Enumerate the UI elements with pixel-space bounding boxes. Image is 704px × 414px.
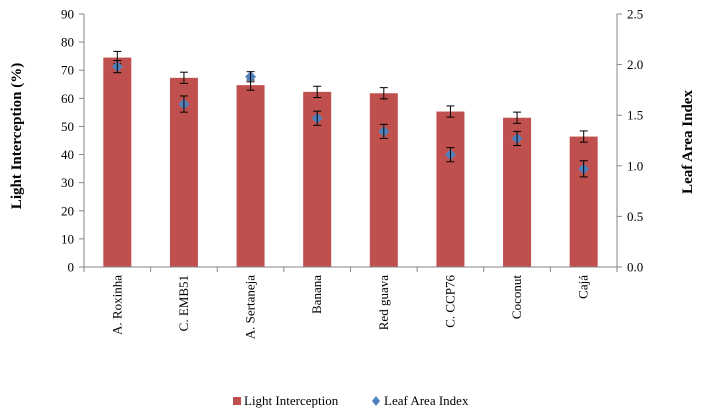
bar [369, 93, 398, 267]
axes [83, 14, 618, 268]
x-category-label: C. CCP76 [442, 275, 457, 328]
right-tick-label: 0.0 [627, 260, 643, 275]
y-axis-title-right: Leaf Area Index [680, 90, 696, 194]
left-tick-label: 10 [61, 231, 74, 246]
left-tick-label: 60 [61, 91, 74, 106]
x-category-label: Banana [309, 275, 324, 314]
left-tick-label: 80 [61, 35, 74, 50]
right-tick-label: 1.5 [627, 108, 643, 123]
left-tick-label: 30 [61, 175, 74, 190]
x-axis-category-labels: A. Roxinha C. EMB51 A. Sertaneja Banana Red … [83, 267, 618, 339]
y-axis-title-left: Light Interception (%) [9, 63, 25, 209]
x-category-label: Red guava [376, 275, 391, 330]
right-tick-label: 1.0 [627, 158, 643, 173]
legend: Light Interception Leaf Area Index [233, 393, 469, 408]
bar [103, 57, 132, 268]
right-tick-label: 2.5 [627, 7, 643, 22]
x-category-label: C. EMB51 [176, 275, 191, 331]
legend-marker-leaf-area-index [372, 396, 380, 406]
left-tick-label: 20 [61, 203, 74, 218]
x-category-label: A. Sertaneja [243, 275, 258, 339]
left-tick-label: 40 [61, 147, 74, 162]
left-tick-label: 70 [61, 63, 74, 78]
right-tick-label: 2.0 [627, 57, 643, 72]
right-tick-label: 0.5 [627, 209, 643, 224]
bar [436, 111, 465, 267]
scatter-series-leaf-area-index [111, 61, 590, 175]
right-axis-ticks: 0.0 0.5 1.0 1.5 2.0 2.5 [617, 7, 643, 275]
left-tick-label: 90 [61, 7, 74, 22]
left-axis-ticks: 0 10 20 30 40 50 60 70 80 90 [61, 7, 84, 275]
legend-swatch-light-interception [233, 397, 241, 405]
x-category-label: Coconut [509, 275, 524, 319]
bar-error-bars [113, 50, 588, 143]
legend-label-light-interception: Light Interception [244, 393, 339, 408]
scatter-error-bars [113, 60, 588, 178]
bar [569, 136, 598, 267]
x-category-label: A. Roxinha [109, 275, 124, 335]
left-tick-label: 0 [68, 260, 75, 275]
legend-label-leaf-area-index: Leaf Area Index [384, 393, 469, 408]
bar-series-light-interception [103, 57, 598, 268]
x-category-label: Cajá [576, 275, 591, 299]
left-tick-label: 50 [61, 119, 74, 134]
bar [236, 85, 265, 267]
